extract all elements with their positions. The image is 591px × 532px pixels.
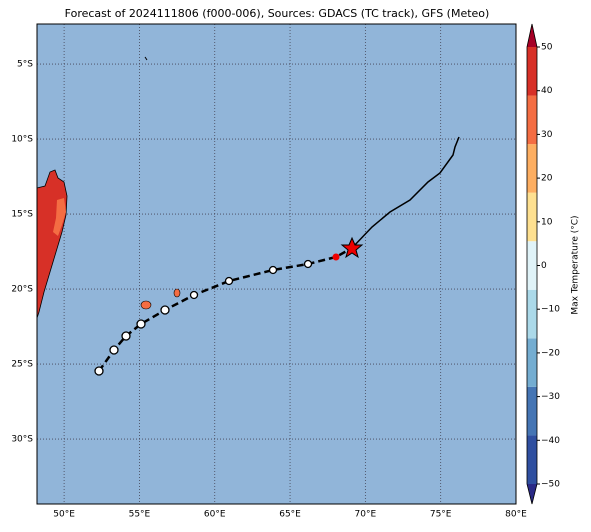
x-tick-label: 60°E: [204, 510, 226, 520]
colorbar-band: [527, 241, 537, 290]
x-tick-label: 80°E: [505, 510, 527, 520]
colorbar-tick-label: −10: [541, 305, 560, 315]
island-mauritius: [173, 288, 181, 298]
x-tick-label: 50°E: [53, 510, 75, 520]
map-title: Forecast of 2024111806 (f000-006), Sourc…: [65, 7, 490, 20]
x-tick-label: 70°E: [355, 510, 377, 520]
track-point: [160, 305, 170, 315]
colorbar-tick-label: −30: [541, 392, 560, 402]
map-frame: [36, 23, 517, 505]
track-point: [109, 345, 119, 355]
y-tick-label: 30°S: [11, 435, 33, 445]
colorbar-tick-label: 50: [541, 43, 553, 53]
colorbar-band: [527, 192, 537, 242]
track-point: [189, 290, 199, 300]
ocean: [37, 24, 516, 504]
track-point: [94, 366, 104, 376]
y-tick-label: 5°S: [17, 60, 33, 70]
colorbar-band: [527, 144, 537, 193]
island-reunion: [140, 300, 152, 310]
colorbar-band: [527, 338, 537, 387]
colorbar-arrow-low: [527, 484, 537, 504]
past-track: [351, 136, 460, 249]
x-tick-label: 65°E: [279, 510, 301, 520]
colorbar-band: [527, 47, 537, 96]
colorbar-band: [527, 95, 537, 145]
x-tick-label: 55°E: [129, 510, 151, 520]
colorbar-tick-label: −20: [541, 348, 560, 358]
island-small: [144, 56, 148, 61]
colorbar-tick-label: −50: [541, 480, 560, 490]
track-point: [303, 259, 313, 269]
colorbar-band: [527, 386, 537, 436]
hurricane-icon: [332, 253, 340, 261]
colorbar-tick-label: 20: [541, 174, 553, 184]
track-point: [136, 319, 146, 329]
colorbar-arrow-high: [527, 24, 537, 47]
colorbar-tick-label: −40: [541, 436, 560, 446]
y-tick-label: 20°S: [11, 285, 33, 295]
colorbar-label: Max Temperature (°C): [571, 215, 581, 314]
track-point: [224, 276, 234, 286]
colorbar-tick-label: 40: [541, 86, 553, 96]
track-point: [121, 331, 131, 341]
current-position: [340, 236, 364, 259]
colorbar-tick-label: 10: [541, 217, 553, 227]
land-warm-zone: [53, 198, 66, 236]
colorbar-tick-label: 0: [541, 261, 547, 271]
colorbar-band: [527, 289, 537, 339]
track-point: [268, 265, 278, 275]
y-tick-label: 25°S: [11, 360, 33, 370]
colorbar-tick-label: 30: [541, 130, 553, 140]
y-tick-label: 15°S: [11, 210, 33, 220]
x-tick-label: 75°E: [430, 510, 452, 520]
colorbar-band: [527, 435, 537, 484]
y-tick-label: 10°S: [11, 135, 33, 145]
